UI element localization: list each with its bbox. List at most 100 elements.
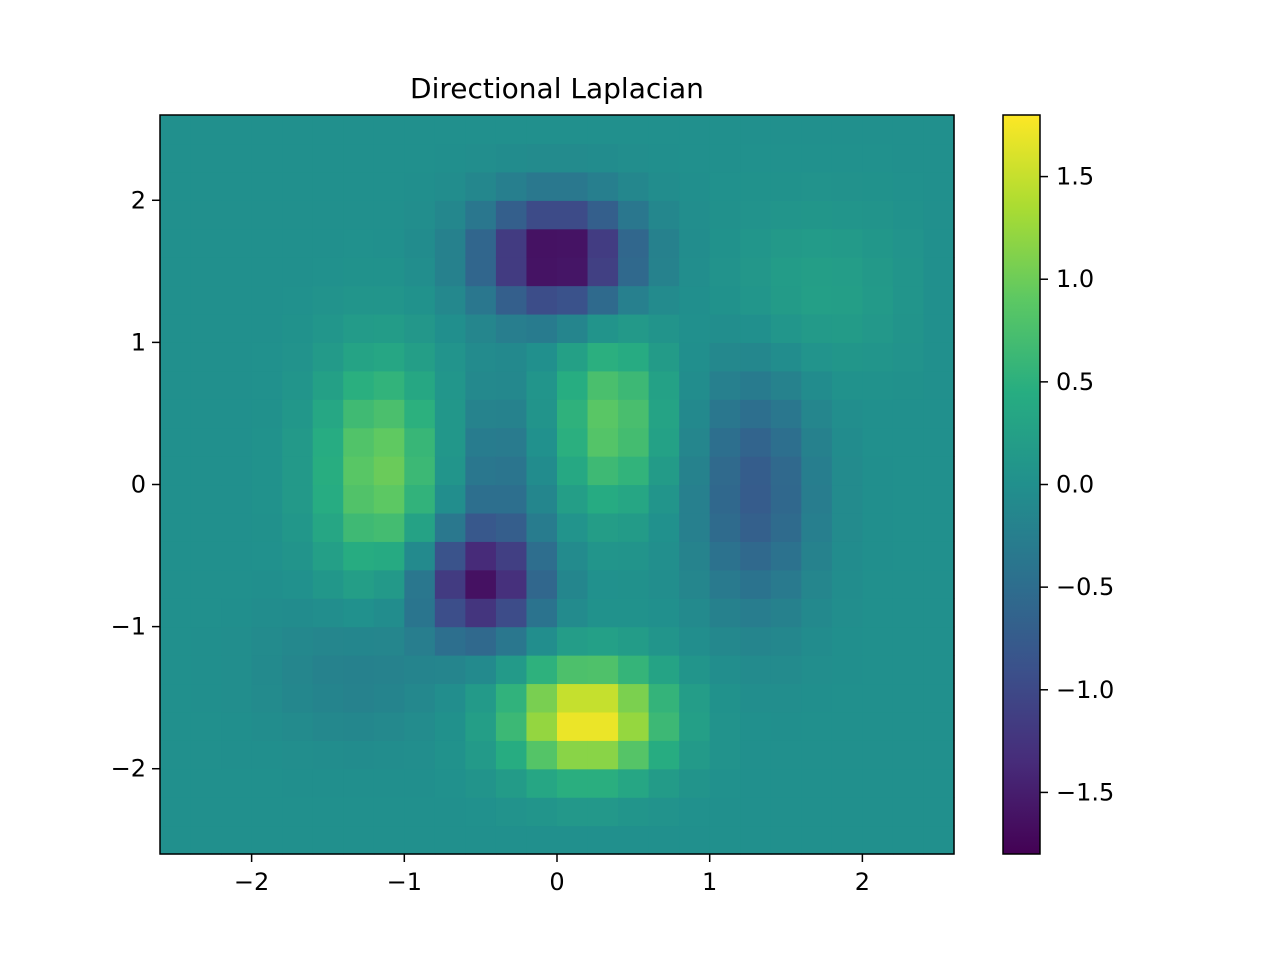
heatmap-cell [679,797,711,827]
heatmap-cell [526,683,558,713]
y-tick-label: −1 [111,613,146,641]
heatmap-cell [312,313,344,343]
heatmap-cell [801,626,833,656]
heatmap-cell [740,626,772,656]
heatmap-cell [770,427,802,457]
heatmap-cell [557,370,589,400]
heatmap-cell [160,456,192,486]
heatmap-cell [251,427,283,457]
heatmap-cell [221,484,253,514]
heatmap-cell [495,285,528,315]
heatmap-cell [343,456,375,486]
heatmap-cell [190,427,222,457]
heatmap-cell [312,768,344,798]
heatmap-cell [343,598,375,628]
heatmap-cell [587,228,619,258]
heatmap-cell [312,512,344,542]
heatmap-cell [587,512,619,542]
heatmap-cell [740,825,772,855]
heatmap-cell [221,456,253,486]
heatmap-cell [312,456,344,486]
colorbar-axis: −1.5 −1.0 −0.5 0.0 0.5 1.0 1.5 [1040,163,1114,806]
heatmap-cell [282,768,314,798]
heatmap-cell [465,313,497,343]
heatmap-cell [892,740,925,770]
heatmap-cell [770,257,802,287]
heatmap-cell [343,768,375,798]
heatmap-cell [740,228,772,258]
heatmap-cell [251,115,283,145]
heatmap-cell [648,655,680,685]
heatmap-cell [221,228,253,258]
heatmap-cell [557,456,589,486]
heatmap-cell [282,740,314,770]
heatmap-cell [282,825,314,855]
heatmap-cell [862,569,894,599]
heatmap-cell [465,143,497,173]
heatmap-cell [892,768,925,798]
heatmap-cell [495,456,528,486]
heatmap-cell [679,285,711,315]
heatmap-cell [618,768,650,798]
heatmap-cell [709,427,741,457]
heatmap-cell [404,257,436,287]
heatmap-cell [465,370,497,400]
y-tick-label: 0 [131,471,146,499]
heatmap-cell [648,598,680,628]
heatmap-cell [434,541,466,571]
heatmap-cell [434,313,466,343]
heatmap-cells [160,115,955,855]
chart-title: Directional Laplacian [410,72,704,105]
heatmap-cell [495,683,528,713]
heatmap-cell [740,456,772,486]
heatmap-cell [373,313,405,343]
heatmap-cell [862,200,894,230]
heatmap-cell [312,399,344,429]
heatmap-cell [495,797,528,827]
heatmap-cell [526,143,558,173]
heatmap-cell [495,399,528,429]
heatmap-cell [190,228,222,258]
heatmap-cell [618,825,650,855]
heatmap-cell [862,115,894,145]
heatmap-cell [465,598,497,628]
heatmap-cell [587,143,619,173]
heatmap-cell [740,740,772,770]
heatmap-cell [373,683,405,713]
heatmap-cell [892,200,925,230]
heatmap-cell [740,200,772,230]
heatmap-cell [862,711,894,741]
heatmap-cell [373,626,405,656]
heatmap-cell [465,342,497,372]
heatmap-cell [251,342,283,372]
heatmap-cell [404,825,436,855]
heatmap-cell [343,399,375,429]
heatmap-cell [679,115,711,145]
heatmap-cell [251,569,283,599]
heatmap-cell [434,115,466,145]
heatmap-cell [709,171,741,201]
heatmap-cell [862,228,894,258]
heatmap-cell [648,228,680,258]
heatmap-cell [862,655,894,685]
heatmap-cell [373,399,405,429]
heatmap-cell [740,512,772,542]
colorbar-tick-label: 1.0 [1056,265,1094,293]
heatmap-cell [923,399,955,429]
heatmap-cell [862,342,894,372]
heatmap-cell [343,370,375,400]
heatmap-cell [923,512,955,542]
heatmap-cell [160,825,192,855]
heatmap-cell [434,370,466,400]
heatmap-cell [679,512,711,542]
heatmap-cell [709,257,741,287]
heatmap-cell [434,683,466,713]
heatmap-cell [892,342,925,372]
heatmap-cell [618,313,650,343]
heatmap-cell [831,115,863,145]
heatmap-cell [526,399,558,429]
heatmap-cell [557,683,589,713]
heatmap-cell [190,342,222,372]
heatmap-cell [831,825,863,855]
heatmap-cell [221,257,253,287]
